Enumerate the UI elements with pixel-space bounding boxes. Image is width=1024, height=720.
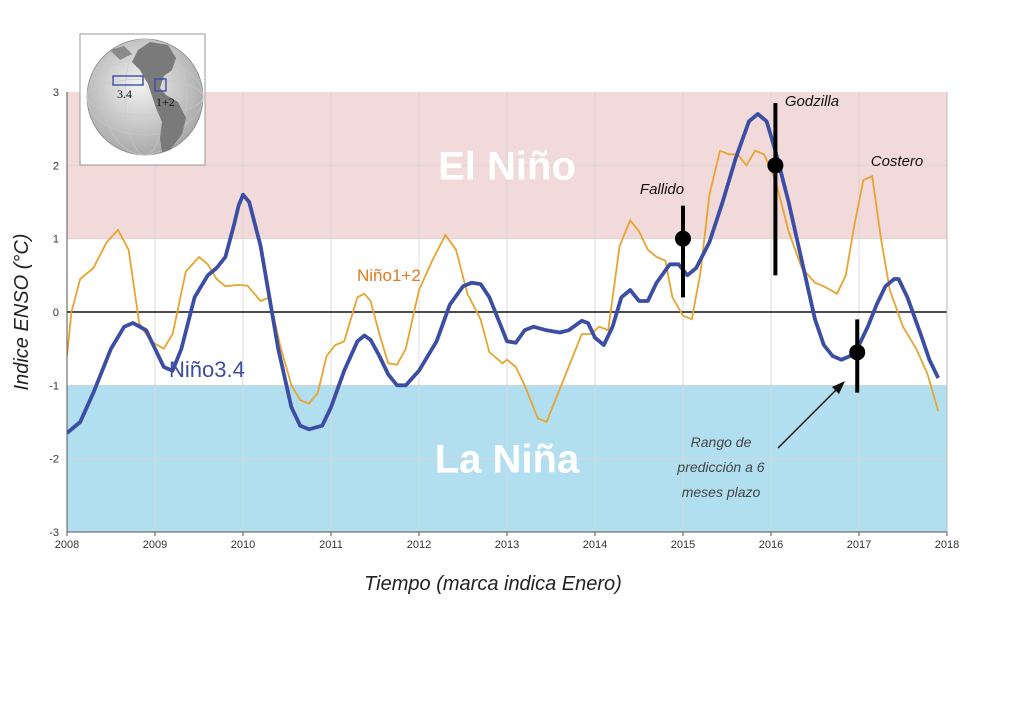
series-line-nino12 — [67, 149, 940, 424]
la-nina-label: La Niña — [435, 438, 580, 482]
annotation-costero: Costero — [871, 153, 924, 170]
y-tick-label: 2 — [53, 160, 59, 172]
inset-label-12: 1+2 — [156, 95, 175, 109]
x-tick-label: 2017 — [847, 539, 871, 551]
prediction-note-line-1: Rango de — [691, 434, 752, 450]
x-tick-label: 2009 — [143, 539, 167, 551]
x-tick-label: 2016 — [759, 539, 783, 551]
annotation-godzilla: Godzilla — [785, 93, 839, 110]
y-tick-label: -3 — [49, 527, 59, 539]
inset-map: 3.4 1+2 — [79, 33, 206, 166]
x-tick-label: 2011 — [319, 539, 343, 551]
y-tick-label: 3 — [53, 87, 59, 99]
x-tick-label: 2013 — [495, 539, 519, 551]
series-label-nino12: Niño1+2 — [357, 266, 421, 285]
prediction-note-line-2: predicción a 6 — [676, 459, 764, 475]
prediction-markers — [675, 103, 866, 393]
x-axis-title: Tiempo (marca indica Enero) — [364, 573, 622, 595]
landmass-north — [110, 46, 132, 60]
prediction-note-arrow — [777, 381, 845, 449]
y-tick-label: -2 — [49, 454, 59, 466]
annotation-fallido: Fallido — [640, 181, 684, 198]
series-line-nino34 — [67, 112, 940, 435]
y-tick-label: 1 — [53, 234, 59, 246]
prediction-point — [849, 344, 866, 361]
x-tick-label: 2014 — [583, 539, 607, 551]
x-tick-label: 2008 — [55, 539, 79, 551]
prediction-note-line-3: meses plazo — [682, 484, 761, 500]
y-tick-label: -1 — [49, 380, 59, 392]
y-axis-title: Indice ENSO (°C) — [11, 234, 33, 391]
nino34-box — [112, 75, 144, 86]
inset-label-34: 3.4 — [117, 87, 132, 101]
x-tick-label: 2018 — [935, 539, 959, 551]
prediction-point — [675, 230, 691, 247]
x-tick-label: 2012 — [407, 539, 431, 551]
prediction-point — [767, 157, 784, 174]
el-nino-label: El Niño — [438, 144, 576, 188]
americas-landmass — [132, 42, 186, 152]
y-tick-labels: 3 2 1 0 -1 -2 -3 — [49, 87, 59, 539]
x-tick-label: 2015 — [671, 539, 695, 551]
x-tick-labels: 2008 2009 2010 2011 2012 2013 2014 2015 2016 2017… — [55, 532, 959, 551]
y-tick-label: 0 — [53, 307, 59, 319]
x-tick-label: 2010 — [231, 539, 255, 551]
series-label-nino34: Niño3.4 — [169, 357, 245, 382]
nino12-box — [154, 78, 167, 92]
